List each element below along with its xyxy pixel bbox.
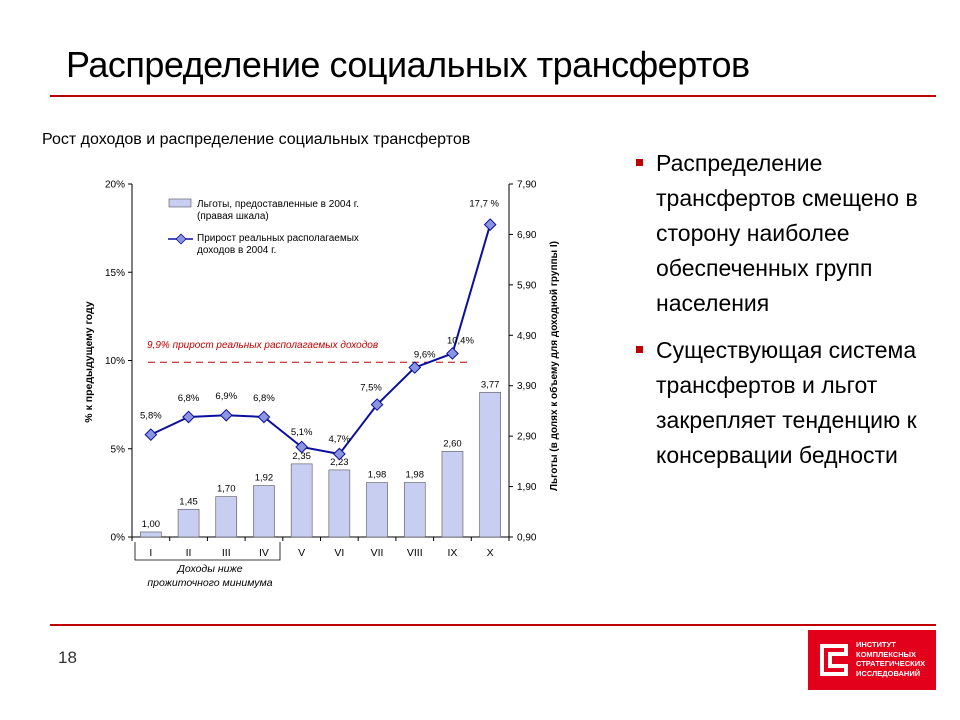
income-growth-point-VII [370, 398, 384, 411]
poverty-bracket [134, 542, 281, 561]
category-label: III [222, 547, 231, 559]
category-label: X [487, 547, 494, 559]
income-growth-line [150, 224, 492, 456]
bar-VI [328, 469, 351, 538]
right-axis-tick-label: 2,90 [517, 432, 537, 443]
income-growth-point-X [483, 218, 497, 231]
category-label: VIII [407, 547, 423, 559]
bar-value-label: 3,77 [481, 379, 500, 390]
income-growth-point-I [144, 428, 158, 441]
poverty-bracket-label-line1: Доходы ниже [176, 563, 242, 575]
bar-V [290, 463, 313, 538]
bullet-item: Существующая система трансфертов и льгот… [636, 333, 936, 473]
institute-logo: ИНСТИТУТ КОМПЛЕКСНЫХ СТРАТЕГИЧЕСКИХ ИССЛ… [808, 630, 936, 690]
bar-III [215, 496, 238, 538]
right-axis-tick-label: 7,90 [517, 180, 537, 191]
bar-value-label: 2,60 [443, 438, 462, 449]
bullet-item: Распределение трансфертов смещено в стор… [636, 146, 936, 321]
left-axis-tick-label: 15% [105, 268, 125, 279]
income-growth-point-V [295, 440, 309, 454]
right-axis-tick-label: 4,90 [517, 331, 537, 342]
bar-VII [366, 482, 388, 538]
category-label: VII [371, 547, 384, 559]
right-axis-tick-label: 3,90 [517, 381, 537, 392]
bar-II [177, 508, 200, 538]
bullet-square-icon [636, 346, 643, 353]
bar-IX [441, 450, 464, 538]
bar-value-label: 1,98 [406, 470, 425, 481]
line-value-label: 6,8% [178, 393, 200, 404]
logo-text: ИНСТИТУТ КОМПЛЕКСНЫХ СТРАТЕГИЧЕСКИХ ИССЛ… [856, 640, 926, 678]
right-axis-tick-label: 0,90 [517, 533, 537, 544]
poverty-bracket-label-line2: прожиточного минимума [147, 577, 272, 589]
line-value-label: 17,7 % [469, 199, 499, 210]
line-value-label: 10,4% [447, 335, 474, 346]
line-value-label: 6,9% [215, 391, 237, 402]
bullet-text: Существующая система трансфертов и льгот… [656, 337, 917, 468]
bar-value-label: 2,35 [292, 451, 311, 462]
income-growth-point-VIII [408, 361, 422, 374]
line-value-label: 6,8% [253, 393, 275, 404]
bar-X [479, 391, 501, 538]
legend-line-label-line1: Прирост реальных располагаемых [197, 233, 359, 244]
right-axis-title: Льготы (в долях к объему для доходной гр… [548, 241, 560, 491]
bar-I [140, 531, 162, 538]
line-value-label: 5,8% [140, 411, 162, 422]
bar-value-label: 1,92 [255, 473, 274, 484]
left-axis-tick-label: 0% [111, 533, 126, 544]
legend-bar-label-line2: (правая шкала) [197, 211, 269, 222]
reference-line-label: 9,9% прирост реальных располагаемых дохо… [147, 340, 378, 351]
title-divider [50, 95, 936, 97]
left-axis-tick-label: 20% [105, 180, 125, 191]
legend-bar-label-line1: Льготы, предоставленные в 2004 г. [197, 199, 359, 210]
bar-IV [253, 485, 275, 538]
category-label: IX [447, 547, 457, 559]
legend-line-label-line2: доходов в 2004 г. [197, 245, 276, 256]
right-axis-tick-label: 6,90 [517, 230, 537, 241]
legend-line-marker [175, 233, 187, 245]
page-number: 18 [58, 648, 77, 667]
bullet-text: Распределение трансфертов смещено в стор… [656, 150, 918, 316]
bar-value-label: 1,00 [142, 519, 161, 530]
line-value-label: 4,7% [329, 434, 351, 445]
category-label: IV [259, 547, 269, 559]
line-value-label: 5,1% [291, 427, 313, 438]
bar-value-label: 1,70 [217, 484, 236, 495]
slide-title: Распределение социальных трансфертов [66, 44, 750, 85]
income-growth-point-IV [257, 410, 271, 424]
bullet-square-icon [636, 159, 643, 166]
chart-subtitle: Рост доходов и распределение социальных … [42, 131, 471, 148]
income-growth-point-VI [332, 447, 346, 461]
right-axis-tick-label: 1,90 [517, 482, 537, 493]
bar-VIII [403, 482, 426, 538]
income-growth-point-IX [446, 347, 459, 360]
category-label: I [149, 547, 152, 559]
bar-value-label: 2,23 [330, 457, 349, 468]
bullet-list: Распределение трансфертов смещено в стор… [636, 146, 936, 485]
category-label: VI [334, 547, 344, 559]
income-growth-point-III [219, 408, 233, 422]
left-axis-title: % к предыдущему году [83, 301, 95, 423]
right-axis-tick-label: 5,90 [517, 280, 537, 291]
line-value-label: 9,6% [414, 350, 436, 361]
footer-divider [50, 624, 936, 626]
bar-value-label: 1,45 [179, 496, 198, 507]
bar-value-label: 1,98 [368, 470, 387, 481]
logo-mark-icon [820, 644, 848, 676]
line-value-label: 7,5% [360, 383, 382, 394]
left-axis-tick-label: 5% [111, 444, 126, 455]
left-axis-tick-label: 10% [105, 356, 125, 367]
category-label: II [186, 547, 192, 559]
category-label: V [298, 547, 305, 559]
income-growth-point-II [182, 410, 195, 424]
legend-bar-swatch [168, 198, 192, 208]
